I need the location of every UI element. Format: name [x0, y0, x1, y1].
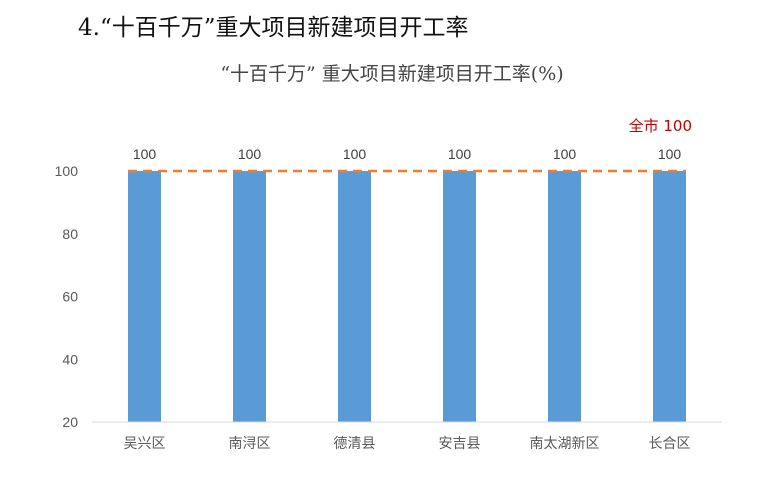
x-category-label: 南浔区 — [229, 436, 271, 452]
y-tick-label: 100 — [55, 163, 79, 179]
bar — [128, 171, 161, 422]
bar — [443, 171, 476, 422]
reference-line-label: 全市 100 — [629, 117, 692, 135]
bar — [233, 171, 266, 422]
y-tick-label: 80 — [62, 226, 78, 242]
x-category-label: 德清县 — [334, 436, 376, 452]
data-label: 100 — [343, 146, 367, 162]
y-tick-label: 60 — [62, 289, 78, 305]
chart-title: “十百千万” 重大项目新建项目开工率(%) — [220, 63, 563, 85]
data-label: 100 — [133, 146, 157, 162]
bar — [338, 171, 371, 422]
y-axis: 20 40 60 80 100 — [55, 163, 79, 430]
x-category-label: 吴兴区 — [124, 436, 166, 452]
x-axis: 吴兴区 南浔区 德清县 安吉县 南太湖新区 长合区 — [92, 421, 722, 452]
bars-group: 100 100 100 100 100 100 — [128, 146, 686, 422]
data-label: 100 — [658, 146, 682, 162]
x-category-label: 长合区 — [649, 436, 691, 452]
bar — [653, 171, 686, 422]
bar — [548, 171, 581, 422]
x-category-label: 南太湖新区 — [530, 436, 600, 452]
x-category-label: 安吉县 — [439, 436, 481, 452]
section-heading: 4.“十百千万”重大项目新建项目开工率 — [78, 15, 469, 41]
data-label: 100 — [448, 146, 472, 162]
data-label: 100 — [553, 146, 577, 162]
data-label: 100 — [238, 146, 262, 162]
reference-line-group: 全市 100 — [128, 117, 692, 173]
y-tick-label: 40 — [62, 351, 78, 367]
y-tick-label: 20 — [62, 414, 78, 430]
